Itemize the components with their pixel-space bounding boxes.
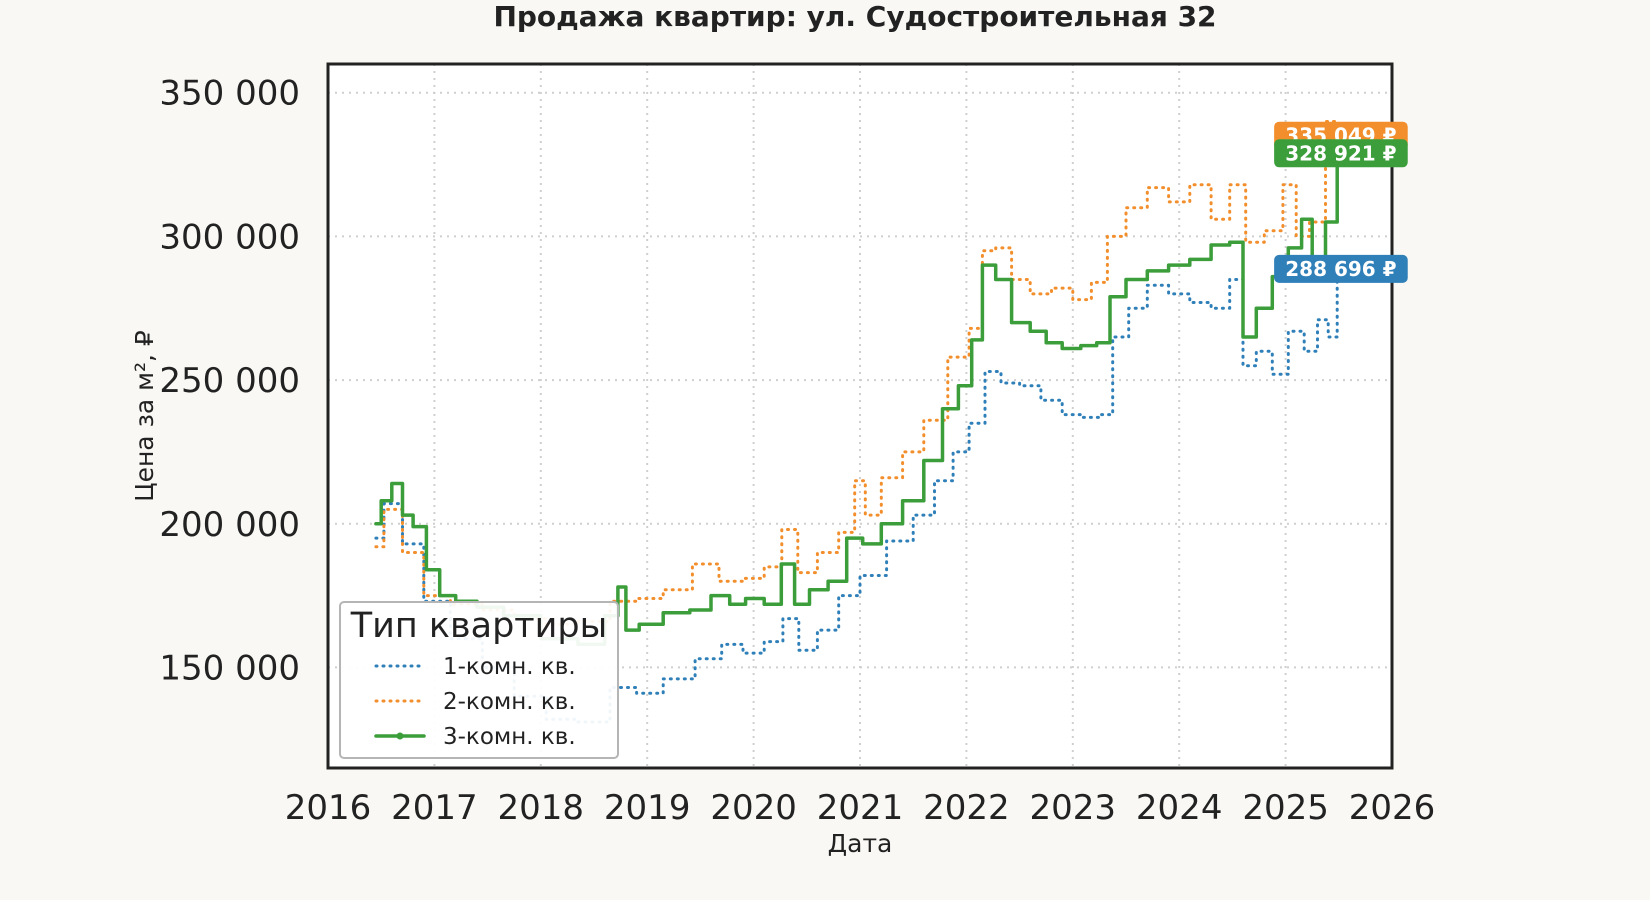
legend-label-1: 1-комн. кв. [443, 654, 576, 680]
plot-frame [326, 62, 1394, 770]
x-tick-label: 2016 [285, 788, 372, 828]
x-tick-label: 2020 [710, 788, 797, 828]
x-tick-label: 2019 [604, 788, 691, 828]
legend-label-3: 3-комн. кв. [443, 724, 576, 750]
x-tick-label: 2017 [391, 788, 478, 828]
legend-box [339, 601, 619, 759]
y-tick-label: 350 000 [159, 74, 300, 114]
x-tick-label: 2021 [817, 788, 904, 828]
x-tick-label: 2018 [498, 788, 585, 828]
legend-label-2: 2-комн. кв. [443, 689, 576, 715]
legend: Тип квартиры 1-комн. кв. 2-комн. кв. 3-ком… [339, 601, 619, 759]
x-axis-label: Дата [828, 829, 893, 858]
x-tick-label: 2022 [923, 788, 1010, 828]
y-tick-label: 300 000 [159, 217, 300, 257]
x-axis-ticks: 2016 2017 2018 2019 2020 2021 2022 2023 2024 2025… [285, 788, 1436, 828]
last-value-badge-1 [1274, 254, 1408, 283]
legend-title: Тип квартиры [350, 606, 608, 646]
last-value-label-3: 328 921 ₽ [1285, 141, 1396, 165]
legend-marker [396, 732, 404, 740]
y-axis-label: Цена за м², ₽ [130, 330, 159, 502]
legend-items: 1-комн. кв. 2-комн. кв. 3-комн. кв. [374, 654, 576, 750]
last-value-badges: 335 049 ₽328 921 ₽288 696 ₽ [1274, 121, 1408, 283]
x-tick-label: 2025 [1242, 788, 1329, 828]
y-tick-label: 150 000 [159, 648, 300, 688]
x-tick-label: 2024 [1136, 788, 1223, 828]
y-axis-ticks: 150 000 200 000 250 000 300 000 350 000 [159, 74, 300, 689]
x-tick-label: 2023 [1030, 788, 1117, 828]
y-tick-label: 250 000 [159, 361, 300, 401]
y-tick-label: 200 000 [159, 505, 300, 545]
x-tick-label: 2026 [1349, 788, 1436, 828]
last-value-label-1: 288 696 ₽ [1285, 257, 1396, 281]
chart-title: Продажа квартир: ул. Судостроительная 32 [493, 0, 1216, 33]
last-value-badge-3 [1274, 139, 1408, 168]
